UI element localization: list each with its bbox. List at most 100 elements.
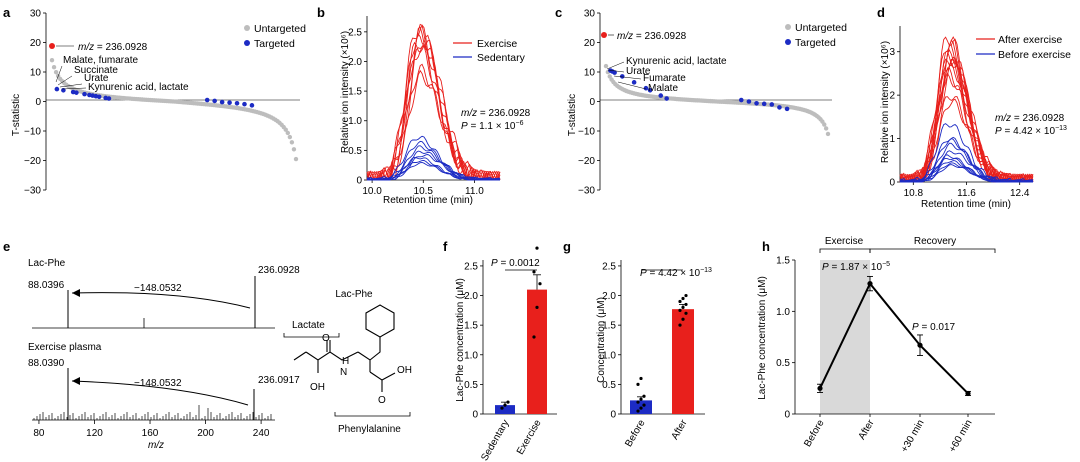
untargeted-point (49, 58, 55, 63)
data-point (532, 335, 536, 339)
data-point (678, 323, 682, 327)
a-highlight-point (49, 43, 55, 49)
a-ylabel: T-statistic (11, 94, 22, 136)
a-annot-malate: Malate, fumarate (63, 55, 138, 66)
ytick-label: 1.0 (602, 350, 616, 361)
untargeted-point (291, 147, 297, 152)
e-xlabel: m/z (148, 440, 164, 451)
ytick-label: 3 (889, 47, 895, 58)
data-point (535, 305, 539, 309)
e-spec1-shift: −148.0532 (134, 283, 182, 294)
h-pvalue-2: P = 0.017 (912, 322, 956, 333)
ytick-label: 1.0 (348, 116, 362, 127)
ytick-label: −10 (24, 127, 41, 138)
ytick-label: 2.0 (348, 57, 362, 68)
data-point (506, 400, 510, 404)
targeted-point (738, 97, 744, 103)
ytick-label: 2.5 (602, 261, 616, 272)
ytick-label: 1.5 (602, 321, 616, 332)
category-label: Before (802, 418, 826, 449)
d-series (899, 36, 1034, 183)
targeted-point (761, 101, 767, 107)
ytick-label: −20 (578, 156, 595, 167)
e-spec1-peak2-label: 236.0928 (258, 265, 300, 276)
c-annot-kynurenic: Kynurenic acid, lactate (626, 56, 727, 67)
e-atom-oh2: OH (397, 365, 412, 376)
untargeted-point (289, 140, 295, 145)
data-point (678, 299, 682, 304)
data-point (684, 302, 688, 307)
c-annot-leaders (606, 61, 647, 90)
b-annot-mz: m/z = 236.0928 (461, 108, 531, 119)
sedentary-trace (899, 164, 1034, 183)
a-untargeted-points (49, 58, 299, 162)
targeted-point (664, 96, 669, 101)
c-ylabel: T-statistic (567, 94, 578, 136)
untargeted-point (51, 65, 57, 70)
category-label: Sedentary (479, 418, 511, 462)
h-plot: 0 0.5 1.0 1.5 Before After +30 min +60 min (776, 256, 995, 455)
targeted-point (647, 87, 653, 93)
c-annot-malate: Malate (648, 83, 678, 94)
b-series (366, 23, 501, 181)
xtick-label: 10.8 (904, 188, 924, 199)
data-point (681, 305, 685, 309)
untargeted-point (287, 134, 293, 140)
ytick-label: 0 (589, 97, 595, 108)
e-atom-o1: O (322, 333, 330, 344)
ytick-label: 0.5 (348, 146, 362, 157)
category-label: After (857, 417, 877, 441)
ytick-label: 0 (784, 410, 790, 421)
targeted-point (784, 106, 790, 112)
a-annot-leaders (55, 65, 87, 90)
data-point (817, 385, 823, 391)
g-ylabel: Concentration (μM) (596, 297, 607, 383)
panel-d: d Relative ion intensity (×10⁶) 10.8 11.6… (877, 5, 1071, 210)
data-point (642, 394, 646, 398)
e-fragment-phenylalanine: Phenylalanine (338, 424, 401, 435)
ytick-label: 1.5 (776, 256, 790, 267)
ytick-label: 2.5 (464, 261, 478, 272)
ytick-label: 10 (30, 68, 42, 79)
b-ylabel: Relative ion intensity (×10⁶) (340, 31, 351, 153)
ytick-label: 0 (472, 410, 478, 421)
panel-e: e Lac-Phe 88.0396 236.0928 −148.0532 Exe… (3, 239, 412, 451)
b-annot-p: P = 1.1 × 10−6 (461, 120, 524, 132)
c-yticks: 30 20 10 0 −10 −20 −30 (578, 9, 600, 197)
c-legend-untargeted: Untargeted (795, 22, 847, 34)
targeted-point (777, 105, 782, 110)
untargeted-point (603, 63, 609, 69)
e-lactate-chain (293, 340, 359, 373)
a-legend-untargeted: Untargeted (254, 23, 306, 35)
xtick-label: 80 (33, 428, 45, 439)
g-plot: 0 0.5 1.0 1.5 2.0 2.5 Before After (602, 260, 705, 449)
ytick-label: 1.5 (348, 87, 362, 98)
data-point (636, 409, 640, 413)
f-plot: 0 0.5 1.0 1.5 2.0 2.5 Sedentary Exercise (464, 246, 557, 462)
data-point (636, 400, 640, 404)
data-point (639, 376, 643, 381)
sedentary-trace (366, 162, 501, 181)
targeted-point (204, 97, 210, 103)
d-annot-p: P = 4.42 × 10−13 (995, 125, 1067, 137)
e-spec1-arrowhead (72, 289, 80, 297)
e-atom-n: N (340, 367, 347, 378)
untargeted-point (823, 126, 829, 131)
h-phase-recovery: Recovery (914, 236, 956, 247)
targeted-point (54, 86, 60, 92)
exercise-trace (899, 96, 1033, 183)
panel-f: f Lac-Phe concentration (μM) 0 0.5 1.0 1.5 2… (443, 239, 557, 462)
ytick-label: 0 (610, 410, 616, 421)
c-highlight-label: m/z = 236.0928 (617, 31, 687, 42)
e-spec1-title: Lac-Phe (28, 258, 66, 269)
targeted-point (754, 100, 759, 106)
xtick-label: 240 (253, 428, 270, 439)
ytick-label: 2.5 (348, 27, 362, 38)
ytick-label: 1.0 (464, 350, 478, 361)
panel-c: c T-statistic 30 20 10 0 −10 −20 −30 m/z = 236… (555, 5, 847, 197)
panel-label-h: h (762, 239, 770, 254)
data-point (639, 397, 643, 401)
e-spec2-title: Exercise plasma (28, 342, 102, 353)
data-point (684, 293, 688, 298)
